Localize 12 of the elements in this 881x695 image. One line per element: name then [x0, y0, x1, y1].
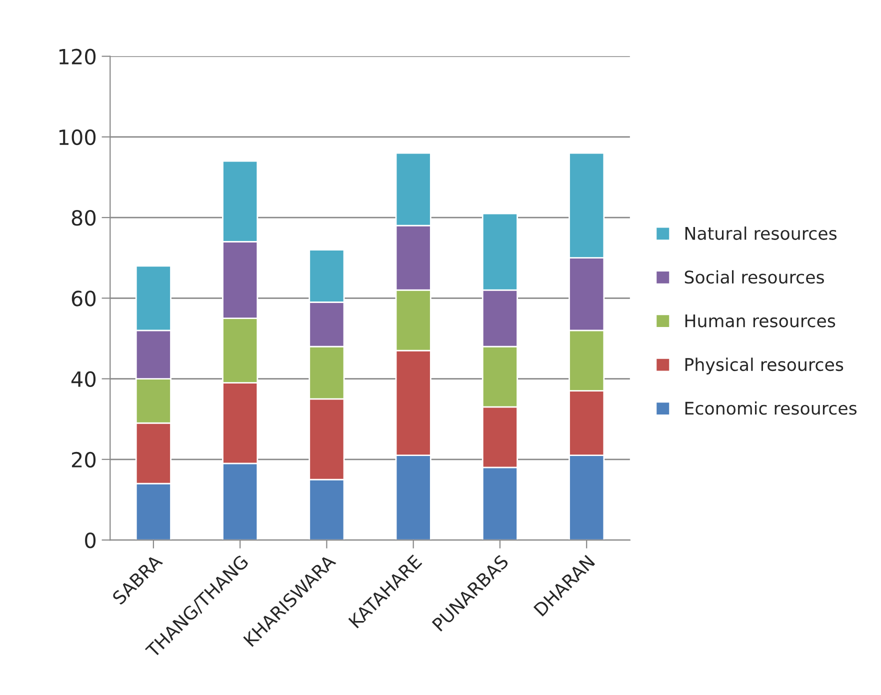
y-tick-label: 80	[72, 210, 96, 226]
legend-label: Economic resources	[685, 401, 857, 415]
y-tick-label: 20	[72, 452, 96, 468]
y-tick-label: 60	[72, 290, 96, 306]
legend-label: Social resources	[684, 270, 824, 284]
legend-label: Natural resources	[685, 226, 837, 240]
y-tick-label: 40	[71, 371, 96, 387]
y-tick-label: 0	[85, 532, 96, 548]
y-tick-label: 120	[59, 48, 96, 65]
legend-label: Human resources	[685, 314, 836, 328]
legend-label: Physical resources	[685, 358, 844, 374]
y-tick-label: 100	[59, 129, 96, 146]
